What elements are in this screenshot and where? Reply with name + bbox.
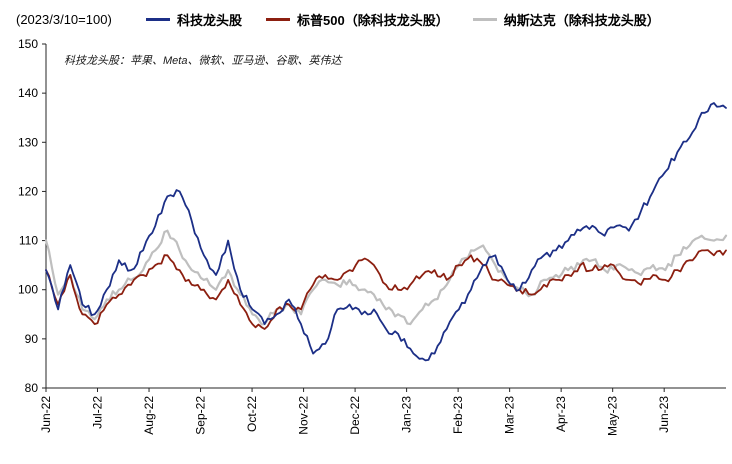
y-tick-label: 130 bbox=[18, 135, 38, 149]
x-tick-label: May-23 bbox=[606, 396, 620, 436]
x-tick-label: Sep-22 bbox=[194, 396, 208, 435]
y-tick-label: 100 bbox=[18, 283, 38, 297]
x-tick-label: Aug-22 bbox=[142, 396, 156, 435]
x-tick-label: Mar-23 bbox=[503, 396, 517, 434]
legend-label-tech-leaders: 科技龙头股 bbox=[177, 13, 243, 28]
legend-label-nasdaq-ex-tech: 纳斯达克（除科技龙头股） bbox=[503, 13, 660, 28]
legend-item-nasdaq-ex-tech: 纳斯达克（除科技龙头股） bbox=[472, 10, 660, 29]
legend-item-sp500-ex-tech: 标普500（除科技龙头股） bbox=[266, 10, 449, 29]
series-line-1 bbox=[45, 249, 727, 330]
x-tick-label: Jun-23 bbox=[657, 396, 671, 433]
y-tick-label: 110 bbox=[19, 234, 38, 248]
y-tick-label: 120 bbox=[18, 184, 38, 198]
x-tick-label: Feb-23 bbox=[451, 396, 465, 434]
x-tick-label: Jul-22 bbox=[91, 396, 105, 429]
y-tick-label: 80 bbox=[25, 381, 39, 395]
legend: 科技龙头股 标普500（除科技龙头股） 纳斯达克（除科技龙头股） bbox=[146, 10, 660, 29]
y-tick-label: 150 bbox=[18, 37, 38, 51]
index-base-note: (2023/3/10=100) bbox=[16, 12, 112, 27]
x-tick-label: Nov-22 bbox=[297, 396, 311, 435]
x-tick-label: Jun-22 bbox=[39, 396, 53, 433]
chart-annotation: 科技龙头股：苹果、Meta、微软、亚马逊、谷歌、英伟达 bbox=[64, 55, 342, 67]
x-tick-label: Oct-22 bbox=[245, 396, 259, 432]
legend-label-sp500-ex-tech: 标普500（除科技龙头股） bbox=[297, 13, 449, 28]
x-tick-label: Dec-22 bbox=[348, 396, 362, 435]
legend-swatch-nasdaq-ex-tech bbox=[472, 18, 497, 21]
x-tick-label: Jan-23 bbox=[400, 396, 414, 433]
legend-swatch-tech-leaders bbox=[146, 18, 170, 21]
legend-item-tech-leaders: 科技龙头股 bbox=[146, 10, 242, 29]
x-tick-label: Apr-23 bbox=[554, 396, 568, 432]
series-line-2 bbox=[44, 229, 728, 326]
series-line-0 bbox=[45, 102, 727, 362]
y-tick-label: 90 bbox=[25, 332, 39, 346]
legend-swatch-sp500-ex-tech bbox=[266, 18, 291, 21]
y-tick-label: 140 bbox=[18, 86, 38, 100]
